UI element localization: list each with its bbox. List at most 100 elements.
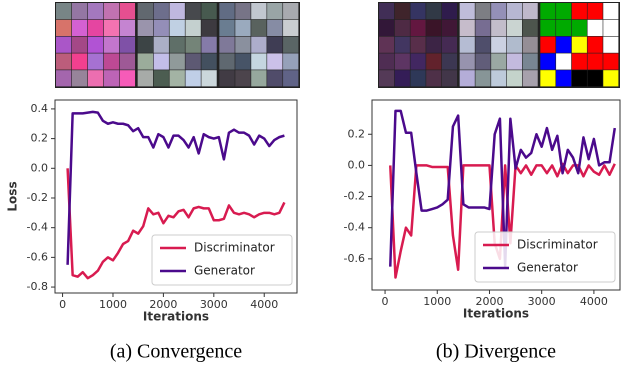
sample-cell bbox=[556, 70, 572, 87]
x-tick-label: 2000 bbox=[475, 295, 503, 308]
sample-cell bbox=[394, 70, 410, 87]
sample-cell bbox=[540, 19, 556, 36]
sample-cell bbox=[219, 70, 235, 87]
sample-cell bbox=[103, 36, 120, 53]
x-tick-label: 3000 bbox=[528, 295, 556, 308]
sample-cell bbox=[103, 70, 120, 87]
sample-cell bbox=[185, 53, 201, 70]
sample-cell bbox=[251, 53, 267, 70]
sample-cell bbox=[185, 19, 201, 36]
sample-cell bbox=[522, 70, 538, 87]
sample-cell bbox=[267, 70, 283, 87]
y-tick-label: 0.0 bbox=[31, 161, 49, 174]
sample-cell bbox=[119, 3, 136, 20]
sample-cell bbox=[119, 70, 136, 87]
sample-cell bbox=[459, 70, 475, 87]
sample-cell bbox=[556, 36, 572, 53]
sample-cell bbox=[219, 53, 235, 70]
sample-cell bbox=[169, 70, 185, 87]
sample-cell bbox=[153, 70, 169, 87]
sample-cell bbox=[169, 36, 185, 53]
sample-cell bbox=[201, 36, 217, 53]
sample-cell bbox=[103, 3, 120, 20]
sample-cell bbox=[103, 53, 120, 70]
sample-cell bbox=[201, 3, 217, 20]
sample-cell bbox=[137, 36, 153, 53]
sample-cell bbox=[540, 70, 556, 87]
sample-cell bbox=[235, 53, 251, 70]
sample-cell bbox=[394, 3, 410, 20]
sample-cell bbox=[571, 70, 587, 87]
sample-cell bbox=[441, 36, 458, 53]
sample-cell bbox=[219, 3, 235, 20]
x-tick-label: 1000 bbox=[99, 298, 127, 311]
sample-cell bbox=[87, 70, 104, 87]
sample-cell bbox=[119, 53, 136, 70]
x-tick-label: 4000 bbox=[250, 298, 278, 311]
sample-cell bbox=[119, 36, 136, 53]
sample-cell bbox=[441, 19, 458, 36]
sample-cell bbox=[475, 3, 491, 20]
sample-cell bbox=[556, 53, 572, 70]
sample-cell bbox=[235, 3, 251, 20]
sample-cell bbox=[185, 3, 201, 20]
sample-cell bbox=[426, 19, 442, 36]
sample-cell bbox=[283, 53, 299, 70]
sample-cell bbox=[603, 3, 619, 20]
sample-cell bbox=[540, 36, 556, 53]
sample-cell bbox=[153, 19, 169, 36]
sample-cell bbox=[235, 70, 251, 87]
x-tick-label: 0 bbox=[59, 298, 66, 311]
sample-cell bbox=[410, 53, 426, 70]
y-tick-label: -0.6 bbox=[27, 250, 48, 263]
sample-cell bbox=[87, 3, 104, 20]
sample-cell bbox=[153, 36, 169, 53]
sample-cell bbox=[87, 53, 104, 70]
sample-cell bbox=[426, 70, 442, 87]
sample-cell bbox=[441, 53, 458, 70]
series-line bbox=[66, 168, 286, 280]
sample-cell bbox=[603, 19, 619, 36]
sample-cell bbox=[475, 70, 491, 87]
sample-cell bbox=[475, 36, 491, 53]
sample-cell bbox=[71, 19, 88, 36]
sample-cell bbox=[379, 19, 395, 36]
sample-cell bbox=[571, 36, 587, 53]
sample-cell bbox=[441, 3, 458, 20]
sample-cell bbox=[491, 3, 507, 20]
sample-cell bbox=[283, 19, 299, 36]
sample-cell bbox=[71, 70, 88, 87]
sample-cell bbox=[506, 36, 522, 53]
sample-cell bbox=[137, 19, 153, 36]
sample-cell bbox=[394, 36, 410, 53]
sample-cell bbox=[87, 36, 104, 53]
sample-cell bbox=[522, 19, 538, 36]
sample-cell bbox=[491, 19, 507, 36]
sample-cell bbox=[394, 53, 410, 70]
sample-cell bbox=[603, 36, 619, 53]
x-tick-label: 0 bbox=[382, 295, 389, 308]
sample-cell bbox=[394, 19, 410, 36]
sample-cell bbox=[379, 36, 395, 53]
legend-box bbox=[474, 231, 616, 283]
sample-cell bbox=[379, 53, 395, 70]
x-axis-label: Iterations bbox=[463, 307, 529, 321]
sample-cell bbox=[603, 53, 619, 70]
sample-cell bbox=[185, 36, 201, 53]
sample-grid bbox=[378, 2, 620, 88]
sample-cell bbox=[219, 36, 235, 53]
plot-frame bbox=[371, 99, 621, 291]
sample-cell bbox=[556, 3, 572, 20]
legend-label: Discriminator bbox=[517, 238, 598, 252]
x-tick-label: 3000 bbox=[200, 298, 228, 311]
sample-cell bbox=[137, 70, 153, 87]
sample-cell bbox=[235, 19, 251, 36]
sample-cell bbox=[410, 3, 426, 20]
sample-cell bbox=[56, 19, 72, 36]
sample-cell bbox=[283, 70, 299, 87]
sample-cell bbox=[587, 53, 603, 70]
sample-cell bbox=[475, 53, 491, 70]
sample-cell bbox=[491, 36, 507, 53]
sample-cell bbox=[201, 70, 217, 87]
